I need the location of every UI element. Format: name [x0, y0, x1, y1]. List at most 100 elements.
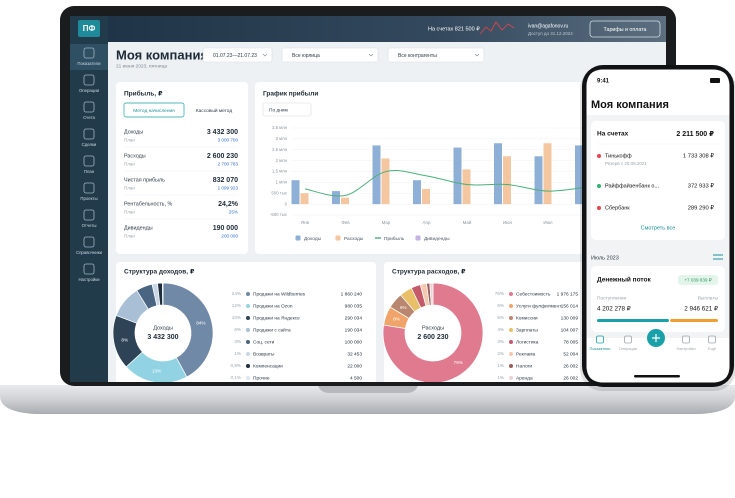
- sidebar-item[interactable]: Сделки: [82, 142, 97, 147]
- sidebar-item[interactable]: Проекты: [80, 196, 97, 201]
- cashflow-delta: +7 039 839 ₽: [684, 278, 711, 283]
- sidebar-icon: [83, 155, 95, 167]
- filter-label[interactable]: Все контрагенты: [398, 53, 437, 59]
- ring-label: 84%: [196, 321, 205, 326]
- pie-center-label: Расходы: [422, 325, 444, 331]
- sidebar-icon: [83, 182, 95, 194]
- see-all-link[interactable]: Смотреть все: [641, 225, 676, 231]
- laptop-notch: [318, 385, 418, 393]
- account-name: Сбербанк: [605, 205, 630, 211]
- tab-icon[interactable]: [624, 335, 632, 344]
- x-tick-label: Янв: [301, 220, 310, 225]
- y-tick-label: 1 млн: [276, 180, 288, 185]
- card-title: Структура доходов, ₽: [124, 269, 195, 276]
- legend-dot: [509, 304, 513, 308]
- legend-dot: [246, 340, 250, 344]
- legend-label: Доходы: [304, 236, 322, 242]
- filter-box[interactable]: [281, 47, 379, 63]
- tab-icon[interactable]: [682, 335, 690, 344]
- legend-amount: 78 005: [563, 339, 578, 345]
- filter-icon[interactable]: [713, 254, 723, 260]
- y-tick-label: 2 млн: [276, 158, 288, 163]
- legend-label: Зарплаты: [516, 327, 538, 333]
- plan-label: План: [124, 162, 135, 167]
- card-title: График прибыли: [263, 90, 318, 98]
- header-access: Доступ до 31.12.2024: [528, 31, 573, 36]
- tab-label[interactable]: Операции: [619, 346, 637, 351]
- status-battery: [710, 78, 720, 83]
- sidebar-item[interactable]: Отчеты: [82, 223, 97, 228]
- bar: [462, 169, 471, 205]
- legend-dot: [246, 352, 250, 356]
- legend-amount: 290 034: [345, 315, 363, 321]
- period-select-label[interactable]: По дням: [269, 107, 288, 113]
- tab[interactable]: Кассовый метод: [196, 107, 233, 114]
- legend-label: Налоги: [516, 363, 532, 369]
- y-tick-label: 500 тыс: [271, 190, 287, 195]
- legend-label: Соц. сети: [253, 339, 275, 345]
- header-button[interactable]: [589, 20, 661, 38]
- y-tick-label: 3,5 млн: [272, 125, 288, 130]
- cashflow-in: 4 202 278 ₽: [597, 306, 631, 313]
- sidebar-icon: [83, 128, 95, 140]
- header-sparkline: [479, 21, 515, 35]
- legend-dot: [509, 316, 513, 320]
- metric-value: 2 600 230: [207, 153, 238, 160]
- laptop-base: [0, 385, 735, 414]
- sidebar-item[interactable]: Показатели: [77, 61, 101, 66]
- accounts-total: 2 211 500 ₽: [676, 131, 714, 138]
- account-dot: [597, 184, 601, 188]
- ring-label: 6%: [400, 305, 407, 310]
- legend-label: Расходы: [344, 236, 364, 242]
- sidebar-item[interactable]: Справочники: [76, 250, 103, 255]
- legend-amount: 26 002: [563, 375, 578, 381]
- bar: [453, 147, 462, 205]
- filter-box[interactable]: [202, 47, 273, 63]
- x-tick-label: Май: [463, 219, 472, 225]
- period-select[interactable]: [262, 102, 312, 117]
- tab[interactable]: Метод начисления: [133, 108, 175, 114]
- bar: [575, 145, 583, 205]
- filter-label[interactable]: 01.07.23—21.07.23: [213, 53, 257, 59]
- metric-label: Дивиденды: [124, 225, 153, 231]
- sidebar-item[interactable]: Операции: [79, 88, 100, 93]
- tab-icon[interactable]: [708, 335, 716, 344]
- bar: [494, 143, 502, 205]
- filter-box[interactable]: [387, 47, 485, 63]
- header-email: ivan@agafonov.ru: [528, 23, 569, 29]
- sidebar-item[interactable]: План: [84, 169, 95, 174]
- sidebar: [70, 16, 108, 382]
- sidebar-item[interactable]: Настройки: [78, 277, 100, 282]
- tab-active[interactable]: [123, 102, 185, 118]
- accounts-title: На счетах: [597, 131, 629, 138]
- legend-amount: 1 860 240: [341, 291, 363, 297]
- line: [304, 169, 589, 197]
- metric-value: 3 432 300: [207, 129, 238, 136]
- tab-label[interactable]: Показатели: [590, 346, 611, 351]
- metric-label: Чистая прибыль: [124, 177, 165, 183]
- legend-amount: 4 500: [350, 375, 362, 381]
- legend-share: 1%: [497, 375, 504, 380]
- legend-dot: [246, 316, 250, 320]
- tab-label[interactable]: Настройки: [676, 346, 695, 351]
- tab-label[interactable]: Ещё: [708, 346, 716, 351]
- plan-value: 25%: [229, 210, 238, 215]
- bar: [534, 156, 543, 205]
- card-title: Прибыль, ₽: [124, 90, 163, 98]
- legend-share: 24%: [232, 291, 241, 296]
- legend-swatch: [295, 235, 301, 241]
- sidebar-icon: [83, 236, 95, 248]
- x-tick-label: Июн: [503, 220, 513, 225]
- pie-center-value: 2 600 230: [417, 334, 448, 341]
- header-button-label[interactable]: Тарифы и оплата: [604, 27, 647, 33]
- sidebar-item[interactable]: Счета: [83, 115, 95, 120]
- bar: [332, 191, 340, 205]
- filter-label[interactable]: Все юрлица: [292, 53, 320, 59]
- cashflow-title: Денежный поток: [597, 276, 651, 284]
- legend-label: Прочие: [253, 375, 270, 381]
- legend-amount: 1 976 175: [557, 291, 579, 297]
- legend-label: Продажи на Ozon: [253, 303, 293, 309]
- tab-icon[interactable]: [596, 335, 604, 344]
- cashflow-out-label: Выплаты: [698, 295, 719, 301]
